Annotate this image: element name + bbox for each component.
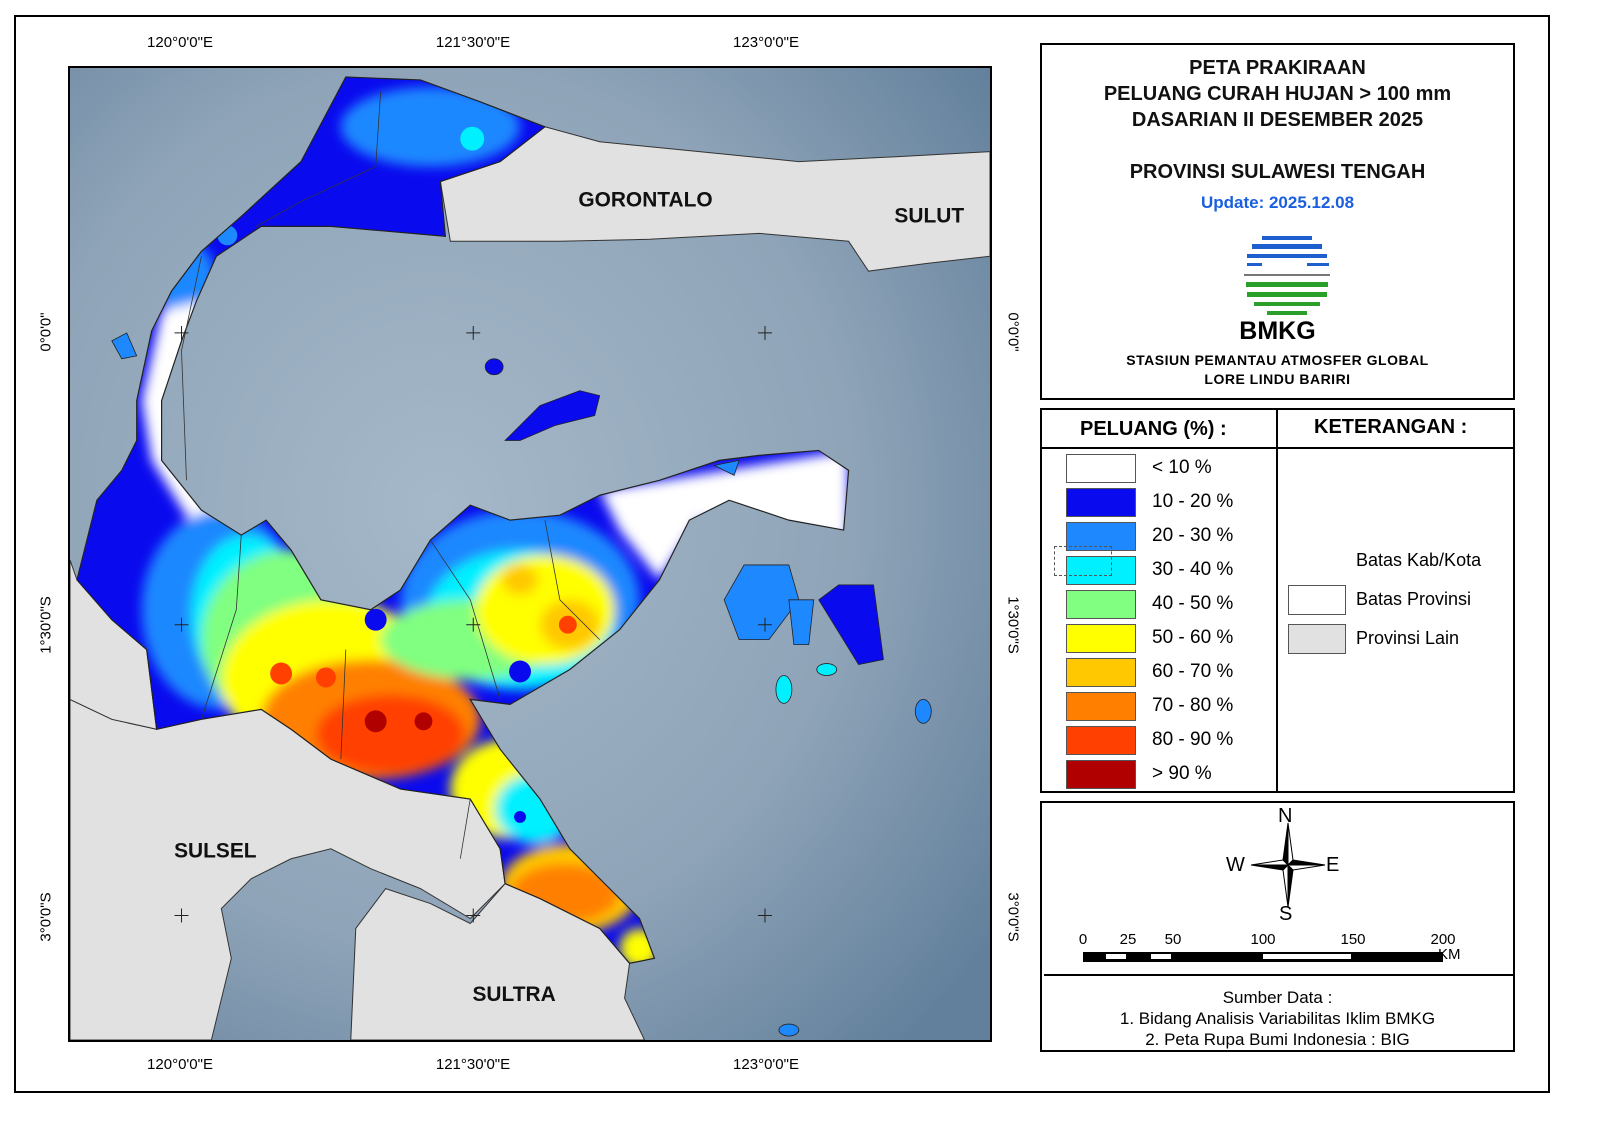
scale-tick-label: 150 bbox=[1340, 931, 1366, 948]
keterangan-label: Batas Provinsi bbox=[1356, 589, 1472, 609]
district-boundaries bbox=[181, 91, 600, 859]
label-sulut: SULUT bbox=[894, 204, 964, 227]
scale-tick-label: 0 bbox=[1078, 931, 1088, 948]
legend-swatch bbox=[1066, 590, 1136, 619]
source-rule bbox=[1044, 974, 1513, 976]
title-line-3: DASARIAN II DESEMBER 2025 bbox=[1131, 109, 1424, 131]
lon-label-top-123: 123°0'0"E bbox=[733, 34, 799, 51]
station-line-2: LORE LINDU BARIRI bbox=[1204, 371, 1351, 387]
lat-label-right-0: 0°0'0" bbox=[1004, 312, 1022, 352]
compass-n: N bbox=[1278, 805, 1293, 827]
kab-kota-boundary-swatch bbox=[1054, 546, 1112, 576]
legend-label: 20 - 30 % bbox=[1152, 525, 1234, 546]
source-line-1: 1. Bidang Analisis Variabilitas Iklim BM… bbox=[1119, 1009, 1436, 1028]
scale-unit: KM bbox=[1438, 946, 1461, 963]
scale-tick-label: 25 bbox=[1119, 931, 1137, 948]
update-date: Update: 2025.12.08 bbox=[1200, 193, 1355, 212]
legend-label: 70 - 80 % bbox=[1152, 695, 1234, 716]
legend-header-rule bbox=[1042, 447, 1513, 449]
legend-swatch bbox=[1066, 726, 1136, 755]
scale-tick-label: 50 bbox=[1164, 931, 1182, 948]
legend-label: 80 - 90 % bbox=[1152, 729, 1234, 750]
compass-s: S bbox=[1279, 903, 1293, 925]
lon-label-top-121-30: 121°30'0"E bbox=[435, 34, 511, 51]
lat-label-right-1-30: 1°30'0"S bbox=[1004, 596, 1022, 654]
province-boundary-swatch bbox=[1288, 585, 1346, 615]
keterangan-label: Provinsi Lain bbox=[1356, 628, 1460, 648]
legend-label: > 90 % bbox=[1152, 763, 1212, 784]
map-sheet-border bbox=[14, 15, 1550, 1093]
legend-label: 60 - 70 % bbox=[1152, 661, 1234, 682]
north-arrow-icon bbox=[1250, 822, 1326, 908]
legend-swatch bbox=[1066, 556, 1136, 585]
compass-scale-box: N S W E 0 25 50 100 150 200 KM Sumber Data : … bbox=[1040, 801, 1515, 1052]
label-gorontalo: GORONTALO bbox=[578, 188, 712, 211]
lon-label-bottom-120: 120°0'0"E bbox=[147, 1056, 213, 1073]
lon-label-bottom-123: 123°0'0"E bbox=[733, 1056, 799, 1073]
rainfall-probability-map[interactable]: GORONTALO SULUT SULSEL SULTRA bbox=[68, 66, 992, 1042]
legend-label: 40 - 50 % bbox=[1152, 593, 1234, 614]
scale-tick-label: 100 bbox=[1250, 931, 1276, 948]
lon-label-bottom-121-30: 121°30'0"E bbox=[435, 1056, 511, 1073]
title-box: PETA PRAKIRAAN PELUANG CURAH HUJAN > 100… bbox=[1040, 43, 1515, 400]
bmkg-logo-text: BMKG bbox=[1239, 317, 1316, 345]
scale-bar bbox=[1083, 952, 1443, 962]
scale-tick-label: 200 bbox=[1430, 931, 1456, 948]
legend-label: 30 - 40 % bbox=[1152, 559, 1234, 580]
legend-label: 50 - 60 % bbox=[1152, 627, 1234, 648]
lon-label-top-120: 120°0'0"E bbox=[147, 34, 213, 51]
station-line-1: STASIUN PEMANTAU ATMOSFER GLOBAL bbox=[1126, 352, 1429, 368]
label-sultra: SULTRA bbox=[472, 983, 555, 1006]
lat-label-left-0: 0°0'0" bbox=[37, 312, 55, 352]
title-line-1: PETA PRAKIRAAN bbox=[1189, 57, 1366, 79]
legend-swatch bbox=[1066, 624, 1136, 653]
legend-swatch bbox=[1066, 692, 1136, 721]
keterangan-label: Batas Kab/Kota bbox=[1356, 550, 1482, 570]
legend-swatch bbox=[1066, 760, 1136, 789]
title-line-2: PELUANG CURAH HUJAN > 100 mm bbox=[1103, 83, 1452, 105]
lat-label-left-1-30: 1°30'0"S bbox=[37, 596, 55, 654]
islands bbox=[111, 332, 932, 1037]
compass-e: E bbox=[1326, 854, 1340, 876]
legend-header-peluang: PELUANG (%) : bbox=[1080, 418, 1227, 440]
legend-swatch bbox=[1066, 454, 1136, 483]
legend-swatch bbox=[1066, 658, 1136, 687]
graticule-crosses bbox=[174, 325, 772, 923]
legend-swatch bbox=[1066, 488, 1136, 517]
source-line-2: 2. Peta Rupa Bumi Indonesia : BIG bbox=[1145, 1030, 1410, 1049]
other-province-swatch bbox=[1288, 624, 1346, 654]
legend-label: 10 - 20 % bbox=[1152, 491, 1234, 512]
legend-label: < 10 % bbox=[1152, 457, 1212, 478]
province-gorontalo-sulut bbox=[439, 126, 990, 272]
legend-box: PELUANG (%) : KETERANGAN : < 10 % 10 - 20… bbox=[1040, 408, 1515, 793]
label-sulsel: SULSEL bbox=[174, 840, 257, 863]
source-header: Sumber Data : bbox=[1222, 988, 1333, 1007]
province-title: PROVINSI SULAWESI TENGAH bbox=[1129, 161, 1426, 183]
legend-divider bbox=[1276, 410, 1278, 791]
bmkg-logo-icon bbox=[1244, 236, 1330, 315]
compass-w: W bbox=[1226, 854, 1245, 876]
lat-label-right-3: 3°0'0"S bbox=[1004, 892, 1022, 942]
lat-label-left-3: 3°0'0"S bbox=[37, 892, 55, 942]
legend-header-keterangan: KETERANGAN : bbox=[1314, 416, 1468, 438]
